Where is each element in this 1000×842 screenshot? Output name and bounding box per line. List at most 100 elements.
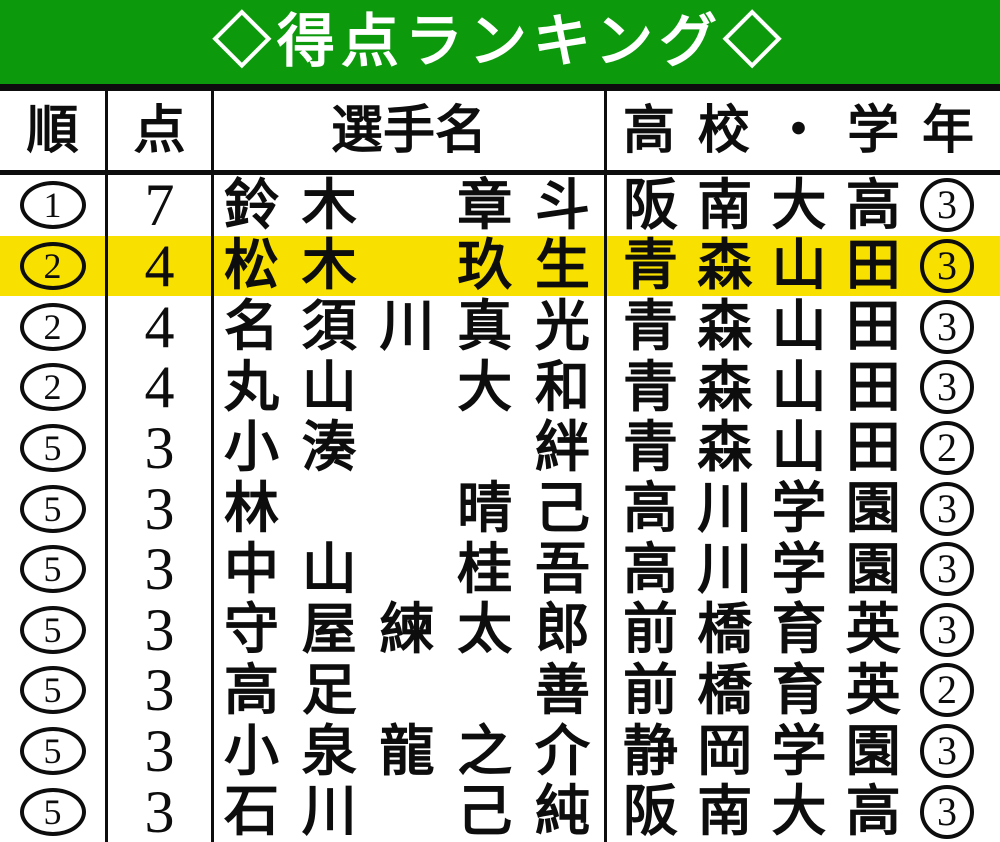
cjk-char: [457, 420, 512, 475]
player-name-cell: 林 晴己: [214, 478, 607, 539]
cjk-char: 龍: [379, 720, 435, 782]
grade-circled-number: 3: [920, 360, 974, 415]
cjk-char: [379, 238, 434, 293]
rank-cell: 5: [0, 599, 108, 661]
points-value: 3: [144, 478, 175, 539]
grade-circled-number: 2: [920, 663, 974, 718]
cjk-char: 川: [301, 781, 357, 842]
cjk-char: 校: [697, 101, 750, 160]
cjk-char: 岡: [697, 720, 753, 782]
cjk-char: 田: [845, 296, 901, 357]
cjk-char: 林: [224, 478, 280, 539]
cjk-char: 高: [845, 781, 901, 842]
grade-value: 3: [937, 606, 957, 652]
grade-value: 3: [937, 364, 957, 410]
points-value: 4: [144, 356, 175, 418]
cjk-char: 森: [697, 235, 753, 297]
points-cell: 3: [108, 478, 214, 539]
cjk-char: 練: [379, 599, 435, 661]
rank-cell: 5: [0, 417, 108, 479]
header-school-grade: 高校・学年: [607, 91, 1000, 170]
cjk-char: 山: [301, 538, 357, 600]
cjk-char: 太: [457, 599, 513, 661]
grade-circled-number: 3: [920, 178, 974, 233]
rank-cell: 5: [0, 538, 108, 600]
player-name-cell: 守屋練太郎: [214, 599, 607, 661]
rank-value: 5: [43, 731, 62, 772]
cjk-char: 園: [845, 478, 901, 539]
rank-circled-number: 2: [19, 363, 86, 412]
cjk-char: [379, 360, 434, 415]
cjk-char: 介: [534, 720, 590, 782]
rank-circled-number: 2: [19, 302, 86, 351]
cjk-char: 育: [771, 660, 827, 721]
cjk-char: 年: [921, 101, 974, 160]
cjk-char: 橋: [697, 599, 753, 661]
cjk-char: 阪: [623, 175, 679, 236]
cjk-char: [379, 420, 434, 475]
points-value: 4: [144, 235, 175, 297]
rank-circled-number: 5: [19, 423, 86, 472]
cjk-char: 橋: [697, 660, 753, 721]
cjk-char: 前: [623, 599, 679, 661]
grade-circled-number: 3: [920, 784, 974, 839]
cjk-char: 森: [697, 296, 753, 357]
grade-value: 3: [937, 485, 957, 531]
cjk-char: 木: [301, 235, 357, 297]
cjk-char: 育: [771, 599, 827, 661]
cjk-char: 大: [771, 175, 827, 236]
cjk-char: 石: [224, 781, 280, 842]
rank-circled-number: 1: [19, 181, 86, 230]
cjk-char: 湊: [301, 417, 357, 479]
grade-circled-number: 2: [920, 420, 974, 475]
points-cell: 3: [108, 660, 214, 721]
cjk-char: 山: [771, 356, 827, 418]
rank-cell: 5: [0, 478, 108, 539]
grade-circled-number: 3: [920, 481, 974, 536]
rank-circled-number: 2: [19, 241, 86, 290]
cjk-char: 英: [845, 660, 901, 721]
cjk-char: 高: [845, 175, 901, 236]
points-cell: 4: [108, 356, 214, 418]
grade-value: 3: [937, 303, 957, 349]
grade-value: 2: [937, 667, 957, 713]
cjk-char: 川: [697, 538, 753, 600]
cjk-char: 小: [224, 417, 280, 479]
rank-value: 5: [43, 791, 62, 832]
cjk-char: 善: [534, 660, 590, 721]
cjk-char: 高: [623, 478, 679, 539]
cjk-char: 玖: [457, 235, 513, 297]
points-value: 3: [144, 538, 175, 600]
cjk-char: 光: [534, 296, 590, 357]
cjk-char: 松: [224, 235, 280, 297]
points-value: 4: [144, 296, 175, 357]
grade-value: 3: [937, 788, 957, 834]
rank-cell: 5: [0, 660, 108, 721]
cjk-char: 高: [623, 538, 679, 600]
cjk-char: 己: [534, 478, 590, 539]
grade-value: 3: [937, 728, 957, 774]
cjk-char: 生: [534, 235, 590, 297]
grade-value: 3: [937, 546, 957, 592]
cjk-char: 山: [771, 296, 827, 357]
cjk-char: 章: [457, 175, 513, 236]
cjk-char: 高: [623, 101, 676, 160]
grade-value: 3: [937, 182, 957, 228]
cjk-char: [379, 178, 434, 233]
cjk-char: 南: [697, 175, 753, 236]
cjk-char: 小: [224, 720, 280, 782]
rank-cell: 5: [0, 781, 108, 842]
cjk-char: 和: [534, 356, 590, 418]
cjk-char: 丸: [224, 356, 280, 418]
